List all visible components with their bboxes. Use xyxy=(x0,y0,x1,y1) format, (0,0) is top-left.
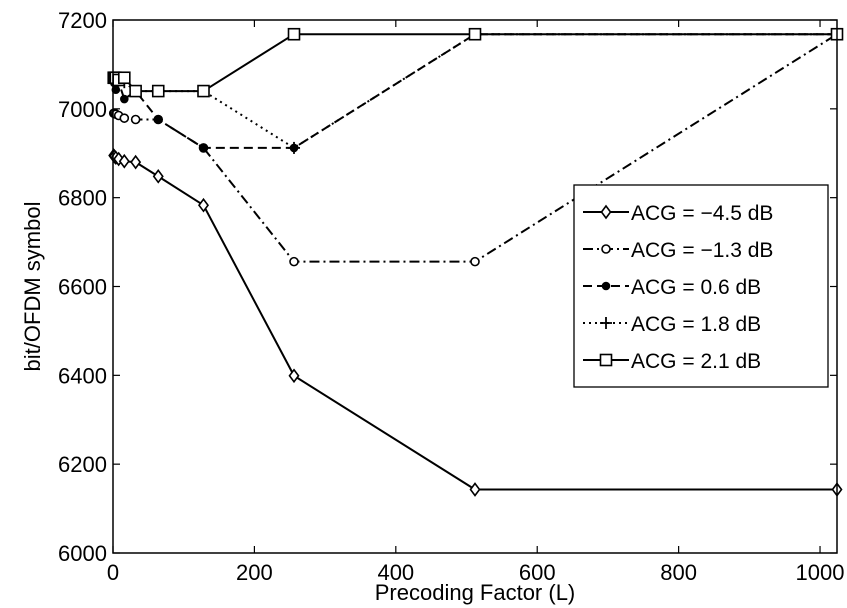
y-tick-label: 6600 xyxy=(58,275,107,300)
legend-label: ACG = −1.3 dB xyxy=(631,239,773,262)
x-axis-title: Precoding Factor (L) xyxy=(375,580,576,605)
data-point xyxy=(130,86,141,97)
data-point xyxy=(120,114,128,122)
y-tick-label: 7000 xyxy=(58,97,107,122)
legend-label: ACG = 2.1 dB xyxy=(631,350,761,373)
legend-marker xyxy=(602,245,610,253)
data-point xyxy=(132,115,140,123)
y-tick-label: 6800 xyxy=(58,186,107,211)
data-point xyxy=(471,258,479,266)
y-tick-label: 6000 xyxy=(58,541,107,566)
x-tick-label: 800 xyxy=(660,560,697,585)
y-tick-label: 7200 xyxy=(58,8,107,33)
data-point xyxy=(121,96,128,103)
x-tick-label: 0 xyxy=(107,560,119,585)
data-point xyxy=(155,116,162,123)
legend-marker xyxy=(601,355,612,366)
data-point xyxy=(119,72,130,83)
data-point xyxy=(153,86,164,97)
x-tick-label: 200 xyxy=(236,560,273,585)
data-point xyxy=(198,86,209,97)
data-point xyxy=(290,258,298,266)
data-point xyxy=(470,29,481,40)
legend-label: ACG = 1.8 dB xyxy=(631,313,761,336)
y-tick-label: 6400 xyxy=(58,363,107,388)
legend: ACG = −4.5 dB ACG = −1.3 dB ACG = 0.6 dB AC… xyxy=(574,185,828,387)
legend-label: ACG = −4.5 dB xyxy=(631,202,773,225)
y-tick-label: 6200 xyxy=(58,452,107,477)
x-tick-label: 1000 xyxy=(796,560,845,585)
legend-label: ACG = 0.6 dB xyxy=(631,276,761,299)
legend-marker xyxy=(603,283,610,290)
data-point xyxy=(200,144,207,151)
data-point xyxy=(289,29,300,40)
y-axis-title: bit/OFDM symbol xyxy=(20,202,45,372)
